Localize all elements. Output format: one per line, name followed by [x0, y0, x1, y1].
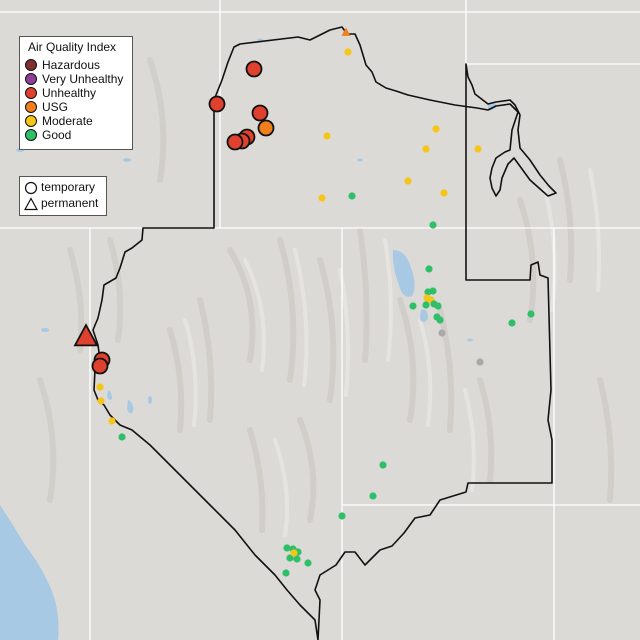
monitor-marker-unhealthy-temporary[interactable]	[208, 95, 226, 113]
monitor-marker-good-temporary[interactable]	[304, 559, 312, 567]
monitor-marker-moderate-temporary[interactable]	[432, 125, 440, 133]
monitor-marker-good-temporary[interactable]	[283, 544, 291, 552]
monitor-marker-none-temporary[interactable]	[438, 329, 446, 337]
monitor-marker-moderate-temporary[interactable]	[290, 549, 298, 557]
monitor-marker-moderate-temporary[interactable]	[108, 417, 116, 425]
monitor-marker-good-temporary[interactable]	[429, 287, 437, 295]
monitor-marker-unhealthy-permanent[interactable]	[73, 323, 99, 347]
monitor-marker-none-temporary[interactable]	[476, 358, 484, 366]
circle-outline-icon	[24, 181, 38, 195]
monitor-markers	[73, 27, 535, 577]
pyramid-lake	[127, 400, 134, 414]
monitor-marker-good-temporary[interactable]	[286, 554, 294, 562]
legend-item-permanent: permanent	[20, 196, 106, 211]
pacific-ocean	[0, 505, 59, 640]
legend-item-label: Very Unhealthy	[42, 72, 124, 86]
legend-title: Air Quality Index	[28, 40, 117, 54]
monitor-marker-good-temporary[interactable]	[433, 313, 441, 321]
monitor-marker-good-temporary[interactable]	[429, 221, 437, 229]
legend-item-label: Unhealthy	[42, 86, 97, 100]
monitor-marker-moderate-temporary[interactable]	[344, 48, 352, 56]
monitor-marker-good-temporary[interactable]	[348, 192, 356, 200]
aqi-legend: Air Quality Index Hazardous Very Unhealt…	[19, 36, 133, 150]
monitor-marker-moderate-temporary[interactable]	[422, 145, 430, 153]
legend-item-label: permanent	[41, 196, 99, 210]
triangle-outline-icon	[24, 197, 38, 211]
utah-lake	[420, 309, 428, 323]
lake-tahoe	[107, 390, 112, 400]
monitor-marker-usg-permanent[interactable]	[341, 27, 351, 36]
very-unhealthy-swatch	[25, 73, 37, 85]
monitor-marker-moderate-temporary[interactable]	[97, 397, 105, 405]
monitor-marker-usg-temporary[interactable]	[257, 119, 275, 137]
monitor-marker-good-temporary[interactable]	[379, 461, 387, 469]
monitor-type-legend: temporary permanent	[19, 176, 107, 216]
monitor-marker-unhealthy-temporary[interactable]	[91, 357, 109, 375]
study-region-boundary	[92, 26, 557, 640]
monitor-marker-moderate-temporary[interactable]	[404, 177, 412, 185]
legend-item-temporary: temporary	[20, 180, 106, 195]
great-salt-lake	[392, 250, 415, 297]
moderate-swatch	[25, 115, 37, 127]
monitor-marker-good-temporary[interactable]	[508, 319, 516, 327]
monitor-marker-unhealthy-temporary[interactable]	[245, 60, 263, 78]
legend-item-label: Good	[42, 128, 72, 142]
unhealthy-swatch	[25, 87, 37, 99]
monitor-marker-good-temporary[interactable]	[434, 302, 442, 310]
hazardous-swatch	[25, 59, 37, 71]
usg-swatch	[25, 101, 37, 113]
monitor-marker-moderate-temporary[interactable]	[474, 145, 482, 153]
legend-item-label: Hazardous	[42, 58, 101, 72]
monitor-marker-unhealthy-temporary[interactable]	[226, 133, 244, 151]
monitor-marker-good-temporary[interactable]	[293, 555, 301, 563]
monitor-marker-good-temporary[interactable]	[422, 301, 430, 309]
monitor-marker-moderate-temporary[interactable]	[323, 132, 331, 140]
monitor-marker-good-temporary[interactable]	[425, 265, 433, 273]
good-swatch	[25, 129, 37, 141]
monitor-marker-good-temporary[interactable]	[527, 310, 535, 318]
monitor-marker-moderate-temporary[interactable]	[96, 383, 104, 391]
monitor-marker-unhealthy-temporary[interactable]	[251, 104, 269, 122]
monitor-marker-moderate-temporary[interactable]	[318, 194, 326, 202]
monitor-marker-moderate-temporary[interactable]	[440, 189, 448, 197]
monitor-marker-good-temporary[interactable]	[409, 302, 417, 310]
monitor-marker-good-temporary[interactable]	[118, 433, 126, 441]
monitor-marker-good-temporary[interactable]	[369, 492, 377, 500]
legend-item-label: Moderate	[42, 114, 93, 128]
legend-item-label: temporary	[41, 180, 96, 194]
monitor-marker-good-temporary[interactable]	[282, 569, 290, 577]
monitor-marker-good-temporary[interactable]	[338, 512, 346, 520]
legend-item-label: USG	[42, 100, 69, 114]
